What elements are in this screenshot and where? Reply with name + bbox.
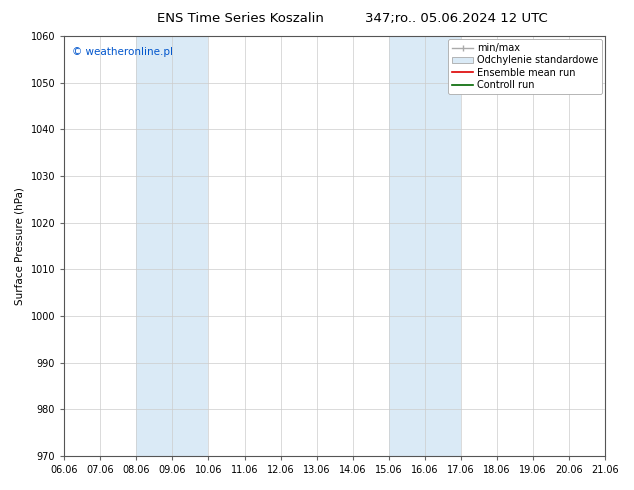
Bar	[389, 36, 461, 456]
Text: ENS Time Series Koszalin: ENS Time Series Koszalin	[157, 12, 325, 25]
Text: © weatheronline.pl: © weatheronline.pl	[72, 47, 173, 57]
Bar	[136, 36, 209, 456]
Text: 347;ro.. 05.06.2024 12 UTC: 347;ro.. 05.06.2024 12 UTC	[365, 12, 548, 25]
Y-axis label: Surface Pressure (hPa): Surface Pressure (hPa)	[15, 187, 25, 305]
Legend: min/max, Odchylenie standardowe, Ensemble mean run, Controll run: min/max, Odchylenie standardowe, Ensembl…	[448, 39, 602, 94]
